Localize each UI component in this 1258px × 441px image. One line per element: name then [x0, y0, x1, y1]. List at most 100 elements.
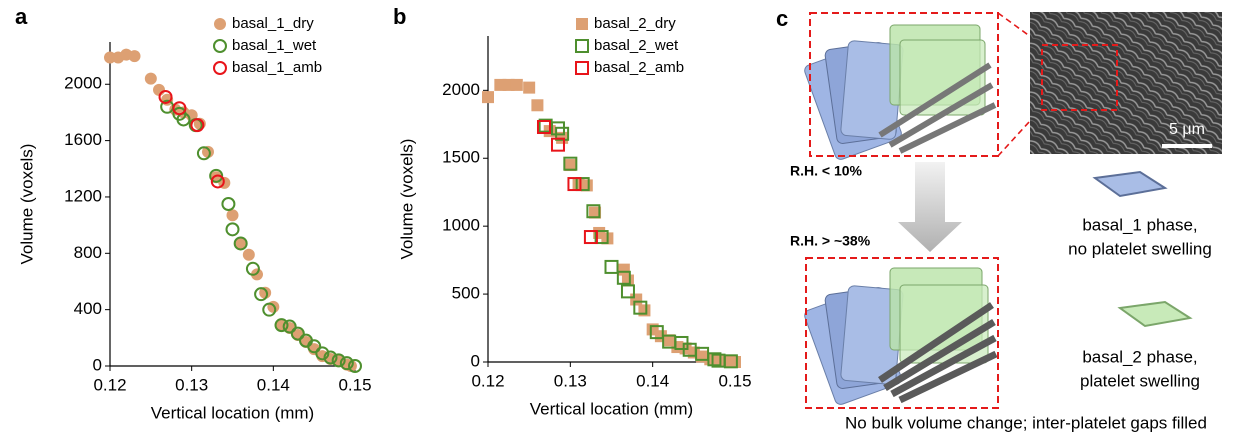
y-tick-label: 0 [93, 355, 102, 374]
legend-marker [213, 39, 227, 53]
data-point [221, 197, 236, 211]
condition-label: R.H. > ~38% [790, 233, 871, 249]
data-point [225, 222, 240, 237]
x-tick-label: 0.14 [636, 371, 669, 390]
data-point [589, 206, 602, 219]
platelet-stack-wet [804, 267, 998, 405]
data-point [617, 263, 630, 276]
data-point [307, 339, 322, 354]
panel-label: a [15, 4, 28, 29]
data-point [575, 177, 590, 192]
data-point [315, 346, 330, 361]
data-point [583, 230, 598, 245]
data-point [729, 356, 741, 368]
data-point [158, 89, 173, 104]
data-point [567, 177, 582, 192]
legend-text: basal_2 phase, [1082, 347, 1197, 366]
y-tick-label: 2000 [64, 74, 102, 93]
data-point [616, 270, 631, 285]
data-point [633, 300, 648, 315]
data-point [620, 284, 635, 299]
data-point [523, 81, 536, 94]
y-tick-label: 1200 [64, 186, 102, 205]
data-point [323, 350, 338, 365]
platelet-icon [1092, 170, 1168, 198]
condition-label: R.H. < 10% [790, 163, 863, 179]
data-point [331, 353, 346, 368]
chart: a 0 400 800 1200 1600 2000 0.12 0.13 0.14 0.15 Vert… [15, 4, 372, 423]
data-point [339, 356, 354, 371]
data-point [604, 259, 619, 274]
data-point [190, 118, 205, 133]
x-tick-label: 0.14 [257, 375, 290, 394]
data-point [254, 287, 269, 302]
x-axis-label: Vertical location (mm) [151, 403, 314, 422]
x-tick-label: 0.13 [175, 375, 208, 394]
sem-image [1030, 12, 1222, 154]
data-point [510, 78, 523, 91]
data-point [209, 168, 224, 183]
data-point [723, 354, 738, 369]
data-point [172, 101, 187, 116]
y-axis-label: Volume (voxels) [397, 139, 416, 260]
x-axis-label: Vertical location (mm) [530, 399, 693, 418]
data-point [128, 50, 141, 63]
panel-label: c [776, 6, 788, 31]
data-point [649, 325, 664, 340]
y-tick-label: 800 [74, 243, 102, 262]
data-point [262, 302, 277, 317]
legend-label: basal_1_dry [232, 15, 314, 32]
data-point [555, 126, 570, 141]
data-point [245, 261, 260, 276]
legend-marker [575, 61, 589, 75]
data-point [348, 359, 362, 373]
legend-label: basal_1_wet [232, 37, 317, 54]
data-point [242, 248, 255, 261]
data-point [234, 237, 247, 250]
zoom-box [809, 12, 999, 157]
data-point [290, 326, 305, 341]
y-tick-label: 1600 [64, 130, 102, 149]
legend-label: basal_1_amb [232, 59, 322, 76]
data-point [630, 293, 643, 306]
y-tick-label: 400 [74, 299, 102, 318]
x-tick-label: 0.12 [471, 371, 504, 390]
arrow [898, 162, 962, 252]
data-point [274, 318, 289, 333]
data-point [563, 156, 578, 171]
legend-marker [575, 39, 589, 53]
data-point [536, 120, 551, 135]
y-tick-label: 0 [471, 351, 480, 370]
y-tick-label: 500 [452, 284, 480, 303]
y-tick-label: 2000 [442, 80, 480, 99]
zoom-box [805, 257, 999, 409]
data-point [196, 146, 211, 161]
data-point [144, 72, 157, 85]
legend-marker [576, 18, 588, 30]
data-point [580, 179, 593, 192]
data-point [482, 91, 494, 104]
legend-label: basal_2_amb [594, 59, 684, 76]
x-tick-label: 0.12 [93, 375, 126, 394]
diagram-panel: c 5 μm R.H. < 10% R.H. > ~38% [776, 6, 1222, 432]
y-axis-label: Volume (voxels) [17, 144, 36, 265]
data-point [259, 286, 272, 299]
x-tick-label: 0.13 [554, 371, 587, 390]
data-point [586, 204, 601, 219]
data-point [707, 352, 722, 367]
legend-label: basal_2_dry [594, 15, 676, 32]
data-point [594, 230, 609, 245]
chart: b 0 500 1000 1500 2000 0.12 0.13 0.14 0.15 Vertica… [393, 4, 752, 419]
data-point [233, 236, 248, 251]
legend-marker [213, 61, 227, 75]
caption: No bulk volume change; inter-platelet ga… [845, 413, 1207, 432]
x-tick-label: 0.15 [718, 371, 751, 390]
data-point [550, 137, 565, 152]
data-point [564, 159, 577, 172]
x-tick-label: 0.15 [338, 375, 371, 394]
legend-text: platelet swelling [1080, 371, 1200, 390]
data-point [282, 319, 297, 334]
scale-bar-label: 5 μm [1169, 121, 1205, 138]
y-tick-label: 1000 [442, 216, 480, 235]
